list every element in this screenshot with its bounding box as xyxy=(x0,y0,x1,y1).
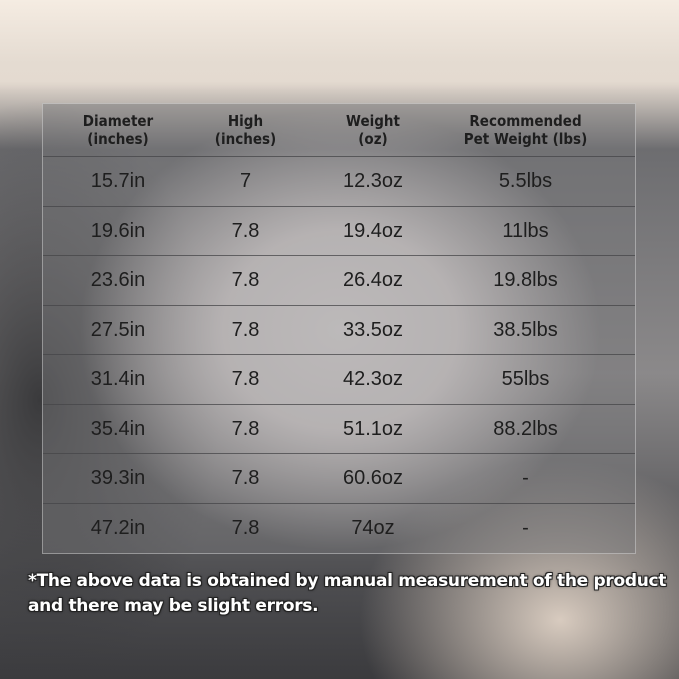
table-cell: 7.8 xyxy=(231,219,260,242)
header-line: (oz) xyxy=(358,130,388,148)
table-cell: 7 xyxy=(239,170,252,192)
table-cell: 7.8 xyxy=(231,467,260,489)
header-line: Recommended xyxy=(469,112,582,130)
table-header: Diameter (inches) High (inches) Weight (oz)… xyxy=(43,104,635,156)
table-cell: 39.3in xyxy=(90,467,146,489)
header-line: Weight xyxy=(346,112,400,130)
header-line: Pet Weight (lbs) xyxy=(463,130,588,148)
table-cell: 26.4oz xyxy=(342,269,404,291)
table-cell: 23.6in xyxy=(90,269,146,291)
table-row: 39.3in 7.8 60.6oz - xyxy=(43,453,635,503)
header-line: (inches) xyxy=(87,130,149,148)
table-row: 35.4in 7.8 51.1oz 88.2lbs xyxy=(43,403,635,454)
table-cell: 55lbs xyxy=(501,368,550,390)
table-cell: 7.8 xyxy=(231,269,260,291)
table-row: 15.7in 7 12.3oz 5.5lbs xyxy=(43,156,635,206)
table-cell: 27.5in xyxy=(90,318,146,341)
table-cell: 31.4in xyxy=(90,368,146,390)
table-cell: - xyxy=(522,516,529,539)
table-row: 19.6in 7.8 19.4oz 11lbs xyxy=(43,205,635,256)
table-cell: 74oz xyxy=(351,516,395,539)
table-cell: 7.8 xyxy=(231,516,260,539)
table-cell: 35.4in xyxy=(90,417,146,440)
header-diameter: Diameter (inches) xyxy=(51,104,186,156)
table-cell: 12.3oz xyxy=(342,170,404,192)
header-line: (inches) xyxy=(214,130,277,148)
header-line: High xyxy=(227,112,264,130)
table-cell: 51.1oz xyxy=(342,417,404,440)
table-cell: 88.2lbs xyxy=(493,417,558,440)
header-pet-weight: Recommended Pet Weight (lbs) xyxy=(451,104,600,156)
header-weight: Weight (oz) xyxy=(297,104,450,156)
table-cell: 7.8 xyxy=(231,368,260,390)
footnote-line: *The above data is obtained by manual me… xyxy=(28,571,667,591)
table-cell: 7.8 xyxy=(231,318,260,341)
footnote: *The above data is obtained by manual me… xyxy=(28,569,668,619)
table-row: 23.6in 7.8 26.4oz 19.8lbs xyxy=(43,255,635,305)
header-high: High (inches) xyxy=(189,104,302,156)
table-cell: 38.5lbs xyxy=(493,318,558,341)
table-cell: 60.6oz xyxy=(342,467,404,489)
table-cell: - xyxy=(522,467,529,489)
table-cell: 33.5oz xyxy=(342,318,404,341)
table-cell: 47.2in xyxy=(90,516,146,539)
size-table: Diameter (inches) High (inches) Weight (oz)… xyxy=(42,103,636,554)
background-photo xyxy=(0,0,679,90)
table-cell: 19.8lbs xyxy=(493,269,558,291)
table-row: 47.2in 7.8 74oz - xyxy=(43,502,635,553)
table-cell: 7.8 xyxy=(231,417,260,440)
footnote-line: and there may be slight errors. xyxy=(28,596,319,616)
table-cell: 15.7in xyxy=(90,170,146,192)
table-cell: 19.6in xyxy=(90,219,146,242)
table-row: 27.5in 7.8 33.5oz 38.5lbs xyxy=(43,304,635,355)
table-cell: 42.3oz xyxy=(342,368,404,390)
table-row: 31.4in 7.8 42.3oz 55lbs xyxy=(43,354,635,404)
header-line: Diameter xyxy=(82,112,154,130)
table-cell: 5.5lbs xyxy=(498,170,553,192)
table-cell: 19.4oz xyxy=(342,219,404,242)
table-cell: 11lbs xyxy=(502,219,549,242)
